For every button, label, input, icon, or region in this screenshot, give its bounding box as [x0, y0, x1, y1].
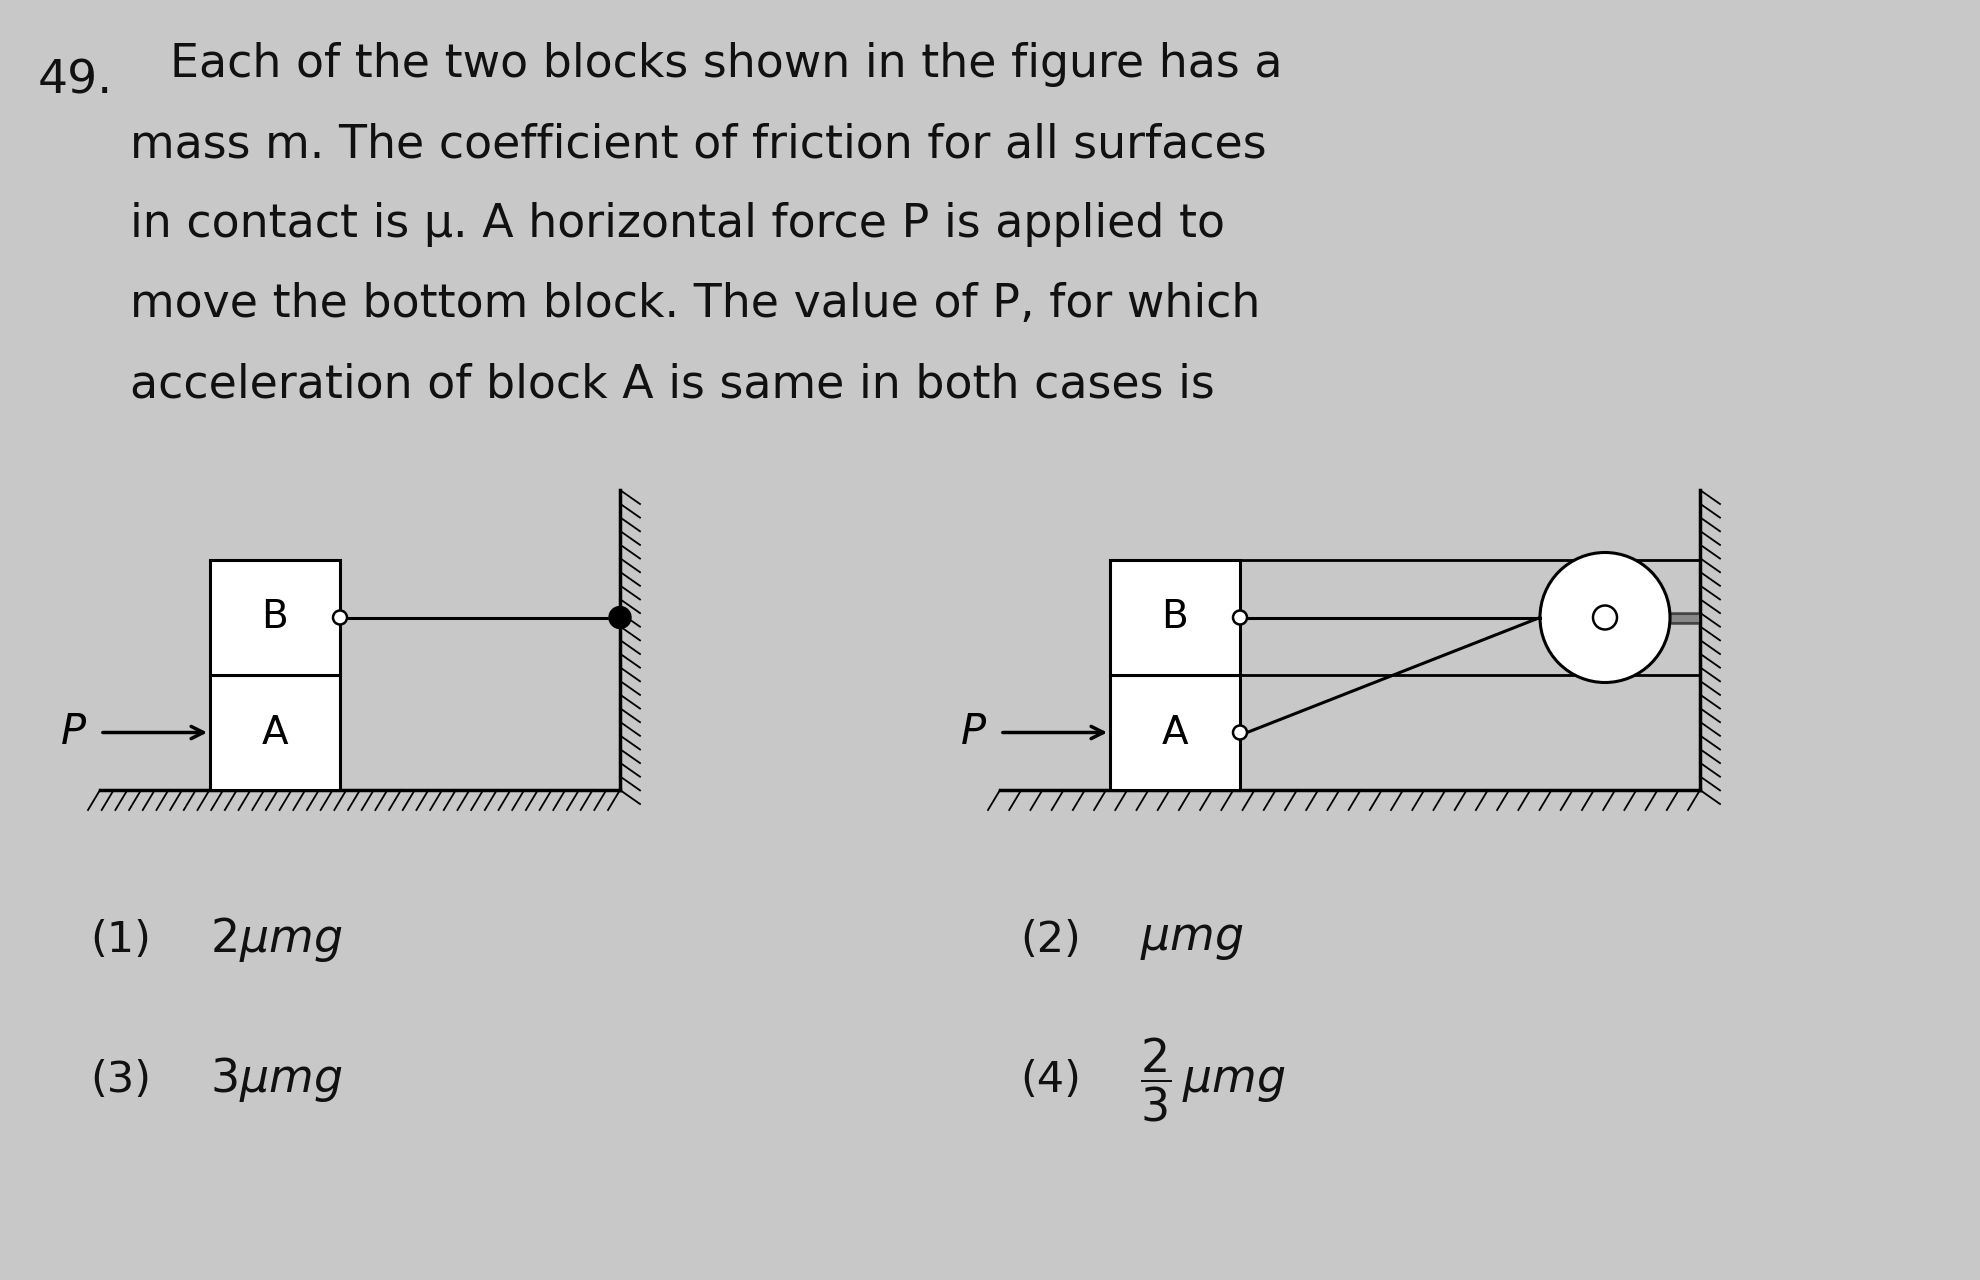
Circle shape: [608, 607, 632, 628]
Text: move the bottom block. The value of P, for which: move the bottom block. The value of P, f…: [131, 282, 1259, 326]
Bar: [1109, 561, 1239, 675]
Text: (4): (4): [1020, 1059, 1081, 1101]
Text: P: P: [960, 712, 986, 754]
Bar: [210, 561, 341, 675]
Text: mass m. The coefficient of friction for all surfaces: mass m. The coefficient of friction for …: [131, 122, 1265, 166]
Circle shape: [1232, 726, 1245, 740]
Text: 49.: 49.: [38, 58, 113, 102]
Text: (3): (3): [89, 1059, 150, 1101]
Text: $3\mu mg$: $3\mu mg$: [210, 1056, 343, 1105]
Text: (2): (2): [1020, 919, 1081, 961]
Text: Each of the two blocks shown in the figure has a: Each of the two blocks shown in the figu…: [170, 42, 1281, 87]
Text: acceleration of block A is same in both cases is: acceleration of block A is same in both …: [131, 362, 1214, 407]
Text: A: A: [1160, 713, 1188, 751]
Circle shape: [1592, 605, 1616, 630]
Bar: [1109, 675, 1239, 790]
Text: $\mu mg$: $\mu mg$: [1138, 918, 1243, 963]
Text: B: B: [1160, 599, 1188, 636]
Text: in contact is μ. A horizontal force P is applied to: in contact is μ. A horizontal force P is…: [131, 202, 1224, 247]
Circle shape: [1538, 553, 1669, 682]
Text: $2\mu mg$: $2\mu mg$: [210, 915, 343, 965]
Bar: [1239, 561, 1699, 675]
Text: P: P: [61, 712, 85, 754]
Text: $\dfrac{2}{3}\,\mu mg$: $\dfrac{2}{3}\,\mu mg$: [1138, 1036, 1285, 1124]
Circle shape: [1232, 611, 1245, 625]
Text: (1): (1): [89, 919, 150, 961]
Text: B: B: [261, 599, 289, 636]
Bar: [210, 675, 341, 790]
Circle shape: [333, 611, 346, 625]
Text: A: A: [261, 713, 289, 751]
